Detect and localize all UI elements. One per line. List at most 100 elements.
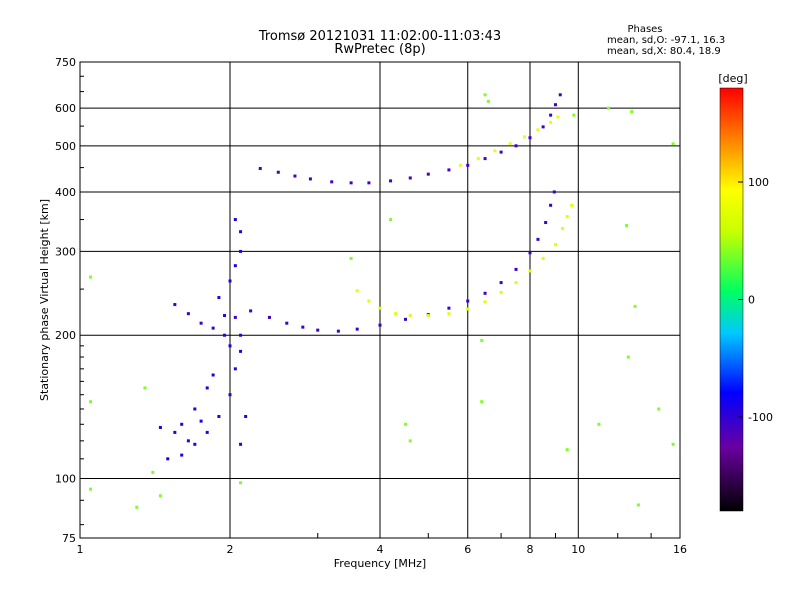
echo-point bbox=[565, 448, 569, 452]
echo-point bbox=[378, 306, 382, 310]
echo-point bbox=[330, 180, 334, 184]
y-axis-label: Stationary phase Virtual Height [km] bbox=[38, 199, 51, 401]
echo-point bbox=[173, 430, 177, 434]
echo-point bbox=[199, 321, 203, 325]
echo-point bbox=[447, 312, 451, 316]
echo-point bbox=[536, 237, 540, 241]
x-axis-label: Frequency [MHz] bbox=[334, 557, 426, 570]
echo-point bbox=[233, 315, 237, 319]
x-tick-label: 10 bbox=[571, 543, 585, 556]
echo-point bbox=[549, 203, 553, 207]
echo-point bbox=[211, 373, 215, 377]
echo-point bbox=[480, 338, 484, 342]
stats-header: Phases bbox=[627, 24, 662, 35]
echo-point bbox=[556, 115, 560, 119]
echo-point bbox=[223, 314, 227, 318]
echo-point bbox=[493, 149, 497, 153]
y-tick-label: 100 bbox=[55, 473, 76, 486]
echo-point bbox=[233, 367, 237, 371]
echo-point bbox=[541, 256, 545, 260]
y-axis-ticks: 75 100 200 300 400 500 600 750 bbox=[55, 56, 84, 545]
echo-point bbox=[186, 439, 190, 443]
echo-point bbox=[549, 113, 553, 117]
echo-point bbox=[541, 125, 545, 129]
echo-point bbox=[597, 422, 601, 426]
echo-point bbox=[228, 393, 232, 397]
echo-point bbox=[239, 481, 243, 485]
echo-point bbox=[630, 110, 634, 114]
echo-point bbox=[657, 407, 661, 411]
colorbar-tick-label: 100 bbox=[748, 176, 769, 189]
echo-point bbox=[408, 439, 412, 443]
echo-point bbox=[426, 314, 430, 318]
echo-point bbox=[483, 300, 487, 304]
echo-point bbox=[249, 309, 253, 313]
x-tick-label: 2 bbox=[227, 543, 234, 556]
echo-point bbox=[528, 136, 532, 140]
echo-point bbox=[355, 327, 359, 331]
echo-point bbox=[205, 430, 209, 434]
echo-point bbox=[483, 291, 487, 295]
echo-point bbox=[447, 168, 451, 172]
echo-point bbox=[403, 317, 407, 321]
y-tick-label: 600 bbox=[55, 102, 76, 115]
y-tick-label: 500 bbox=[55, 140, 76, 153]
echo-point bbox=[258, 167, 262, 171]
echo-point bbox=[499, 290, 503, 294]
echo-point bbox=[267, 315, 271, 319]
echo-point bbox=[244, 414, 248, 418]
echo-point bbox=[389, 179, 393, 183]
echo-point bbox=[166, 457, 170, 461]
x-tick-label: 1 bbox=[77, 543, 84, 556]
echo-point bbox=[239, 442, 243, 446]
echo-point bbox=[336, 329, 340, 333]
echo-point bbox=[633, 304, 637, 308]
colorbar-tick-label: 0 bbox=[748, 294, 755, 307]
echo-point bbox=[447, 306, 451, 310]
echo-point bbox=[173, 303, 177, 307]
echo-point bbox=[466, 307, 470, 311]
echo-point bbox=[180, 422, 184, 426]
echo-point bbox=[480, 400, 484, 404]
grid-lines bbox=[80, 62, 680, 538]
echo-point bbox=[558, 93, 562, 97]
colorbar-ticks: 100 0 -100 bbox=[738, 176, 773, 424]
echo-point bbox=[293, 174, 297, 178]
echo-point bbox=[408, 176, 412, 180]
echo-point bbox=[276, 170, 280, 174]
echo-point bbox=[476, 157, 480, 161]
echo-point bbox=[514, 281, 518, 285]
echo-point bbox=[514, 144, 518, 148]
y-tick-label: 75 bbox=[62, 532, 76, 545]
colorbar-tick-label: -100 bbox=[748, 411, 773, 424]
colorbar-label: [deg] bbox=[718, 72, 747, 85]
echo-point bbox=[205, 386, 209, 390]
echo-point bbox=[239, 333, 243, 337]
echo-point bbox=[570, 203, 574, 207]
echo-point bbox=[367, 181, 371, 185]
echo-point bbox=[536, 128, 540, 132]
echo-point bbox=[607, 106, 611, 110]
echo-point bbox=[499, 281, 503, 285]
echo-points bbox=[89, 93, 675, 509]
echo-point bbox=[186, 312, 190, 316]
echo-point bbox=[158, 494, 162, 498]
echo-point bbox=[499, 150, 503, 154]
echo-point bbox=[89, 487, 93, 491]
echo-point bbox=[199, 419, 203, 423]
echo-point bbox=[239, 349, 243, 353]
echo-point bbox=[89, 400, 93, 404]
echo-point bbox=[508, 142, 512, 146]
echo-point bbox=[355, 289, 359, 293]
echo-point bbox=[135, 505, 139, 509]
echo-point bbox=[671, 442, 675, 446]
y-tick-label: 750 bbox=[55, 56, 76, 69]
echo-point bbox=[553, 103, 557, 107]
echo-point bbox=[426, 172, 430, 176]
echo-point bbox=[544, 221, 548, 225]
echo-point bbox=[561, 227, 565, 231]
y-tick-label: 400 bbox=[55, 186, 76, 199]
echo-point bbox=[625, 224, 629, 228]
echo-point bbox=[193, 442, 197, 446]
echo-point bbox=[239, 230, 243, 234]
